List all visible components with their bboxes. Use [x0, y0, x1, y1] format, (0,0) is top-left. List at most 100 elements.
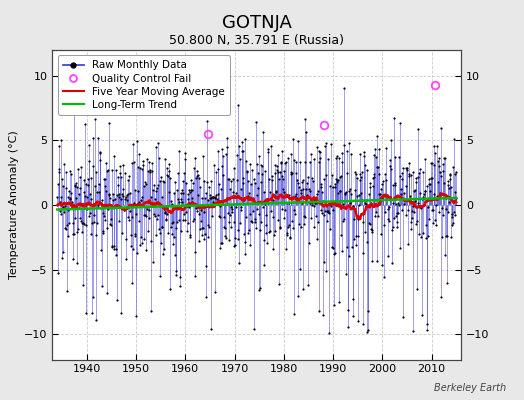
Point	[68, 199, 77, 206]
Point	[275, 280, 283, 287]
Point	[308, 202, 316, 208]
Point	[221, 197, 230, 204]
Point	[197, 218, 205, 224]
Point	[339, 218, 347, 224]
Point	[441, 195, 450, 201]
Point	[259, 129, 267, 136]
Point	[169, 219, 177, 225]
Point	[129, 200, 138, 206]
Point	[205, 184, 213, 190]
Point	[112, 166, 121, 173]
Point	[235, 259, 244, 266]
Point	[345, 188, 354, 194]
Point	[327, 141, 335, 147]
Point	[128, 214, 137, 220]
Point	[403, 167, 411, 174]
Point	[252, 225, 260, 231]
Point	[207, 177, 215, 184]
Point	[96, 148, 105, 155]
Point	[200, 178, 208, 184]
Point	[140, 212, 148, 218]
Point	[214, 212, 223, 219]
Point	[141, 178, 149, 185]
Point	[247, 180, 255, 187]
Point	[341, 190, 350, 196]
Point	[199, 224, 207, 231]
Point	[271, 170, 279, 176]
Point	[374, 212, 383, 219]
Point	[62, 169, 70, 176]
Point	[441, 252, 449, 258]
Point	[123, 196, 131, 203]
Point	[288, 170, 296, 176]
Point	[83, 176, 92, 182]
Point	[367, 200, 375, 206]
Point	[104, 166, 113, 173]
Point	[57, 137, 66, 143]
Point	[380, 171, 389, 177]
Point	[376, 186, 385, 192]
Point	[410, 187, 419, 194]
Point	[366, 184, 375, 190]
Point	[321, 143, 329, 150]
Point	[334, 299, 343, 305]
Point	[416, 190, 424, 196]
Point	[170, 203, 178, 210]
Point	[201, 195, 210, 202]
Point	[372, 154, 380, 160]
Point	[342, 270, 350, 277]
Text: GOTNJA: GOTNJA	[222, 14, 292, 32]
Point	[69, 256, 78, 262]
Point	[185, 204, 193, 210]
Point	[422, 321, 431, 328]
Point	[53, 270, 62, 276]
Point	[449, 164, 457, 170]
Point	[271, 188, 280, 194]
Point	[384, 205, 392, 212]
Point	[387, 166, 396, 172]
Point	[408, 215, 416, 221]
Point	[424, 176, 433, 182]
Point	[180, 150, 189, 156]
Point	[352, 233, 360, 239]
Point	[431, 201, 440, 208]
Point	[429, 220, 437, 227]
Point	[211, 289, 219, 296]
Point	[148, 259, 157, 265]
Point	[420, 202, 428, 209]
Point	[69, 231, 77, 238]
Point	[358, 197, 366, 204]
Point	[329, 184, 337, 190]
Point	[331, 249, 339, 256]
Point	[409, 169, 417, 176]
Point	[91, 182, 99, 189]
Point	[111, 196, 119, 202]
Point	[272, 167, 281, 173]
Point	[127, 232, 135, 238]
Point	[235, 143, 243, 149]
Point	[146, 238, 155, 244]
Point	[401, 183, 410, 189]
Point	[61, 203, 69, 209]
Point	[165, 168, 173, 174]
Point	[72, 180, 80, 186]
Point	[127, 280, 136, 286]
Point	[232, 194, 240, 200]
Point	[85, 191, 94, 198]
Point	[287, 168, 295, 175]
Point	[407, 226, 415, 233]
Point	[347, 244, 356, 250]
Point	[265, 176, 274, 182]
Point	[73, 229, 82, 235]
Point	[375, 191, 384, 197]
Point	[380, 274, 388, 280]
Point	[411, 198, 419, 204]
Point	[314, 159, 323, 165]
Point	[260, 200, 269, 207]
Point	[416, 166, 424, 172]
Point	[162, 216, 170, 222]
Point	[305, 200, 314, 206]
Point	[256, 227, 264, 234]
Point	[283, 232, 291, 238]
Point	[397, 186, 406, 192]
